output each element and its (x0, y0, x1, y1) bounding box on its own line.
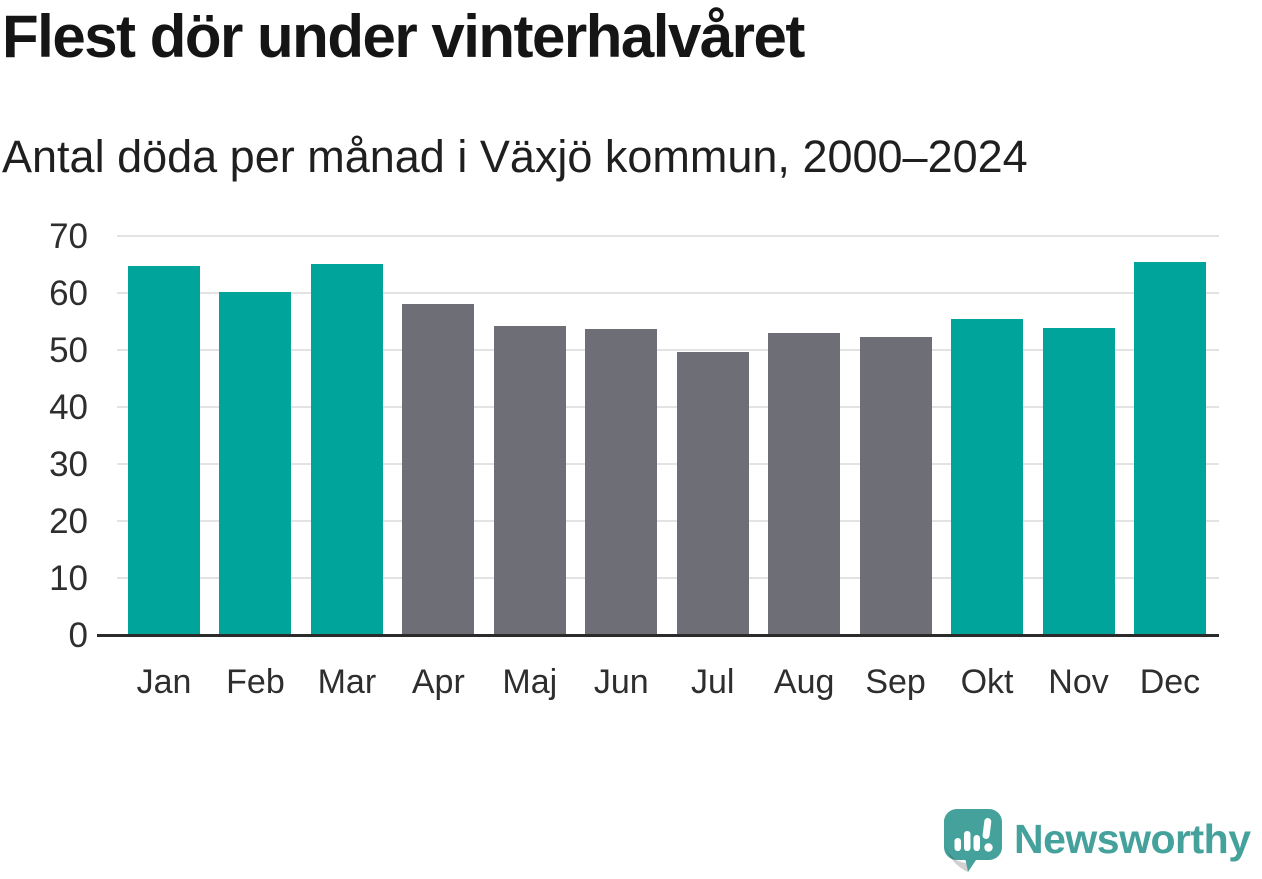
y-tick-label-70: 70 (49, 217, 88, 256)
chart-title: Flest dör under vinterhalvåret (2, 3, 805, 70)
x-tick-label-nov: Nov (1048, 663, 1109, 701)
brand-footer: Newsworthy (941, 806, 1251, 873)
y-tick-label-10: 10 (49, 559, 88, 598)
bar-dec (1133, 262, 1206, 635)
x-tick-label-sep: Sep (865, 663, 926, 701)
x-tick-label-jun: Jun (593, 663, 649, 701)
bar-apr (402, 304, 475, 635)
brand-name: Newsworthy (1014, 816, 1251, 862)
gridline-y-60 (117, 292, 1219, 294)
bar-jun (585, 329, 658, 635)
chart-subtitle: Antal döda per månad i Växjö kommun, 200… (2, 131, 1028, 182)
x-tick-label-dec: Dec (1139, 663, 1201, 701)
bar-feb (219, 291, 292, 635)
gridline-y-70 (117, 235, 1219, 237)
bar-nov (1042, 327, 1115, 635)
gridline-y-40 (117, 406, 1219, 408)
newsworthy-logo-icon (944, 809, 1002, 872)
bar-okt (951, 318, 1024, 635)
y-tick-label-40: 40 (49, 388, 88, 427)
x-tick-label-feb: Feb (226, 663, 285, 701)
x-tick-label-mar: Mar (317, 663, 377, 701)
bar-maj (493, 326, 566, 635)
x-tick-label-maj: Maj (502, 663, 558, 701)
x-tick-label-aug: Aug (773, 663, 835, 701)
gridline-y-50 (117, 349, 1219, 351)
x-tick-label-apr: Apr (411, 663, 465, 701)
y-tick-label-20: 20 (49, 502, 88, 541)
y-tick-label-0: 0 (68, 616, 88, 655)
y-tick-label-30: 30 (49, 445, 88, 484)
bar-sep (859, 336, 932, 635)
gridline-y-10 (117, 577, 1219, 579)
x-tick-label-jan: Jan (136, 663, 192, 701)
gridline-y-20 (117, 520, 1219, 522)
x-axis-line (97, 633, 1219, 637)
x-tick-label-jul: Jul (690, 663, 735, 701)
bar-jul (676, 352, 749, 635)
y-tick-label-50: 50 (49, 331, 88, 370)
gridline-y-30 (117, 463, 1219, 465)
x-tick-label-okt: Okt (960, 663, 1014, 701)
y-tick-label-60: 60 (49, 274, 88, 313)
bar-aug (768, 333, 841, 635)
bar-jan (128, 266, 200, 635)
bar-mar (310, 263, 383, 635)
